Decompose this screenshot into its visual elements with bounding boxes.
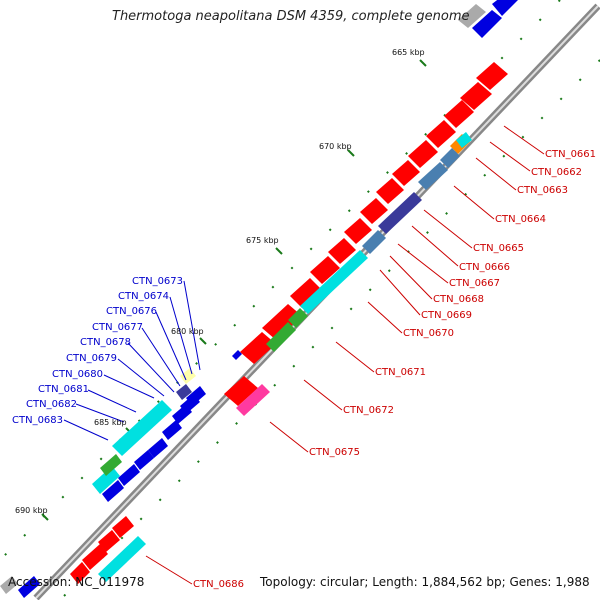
gene-label: CTN_0671 (375, 367, 426, 378)
forward-genes (70, 62, 508, 584)
tick-label: 675 kbp (246, 236, 279, 245)
tick-labels: 665 kbp 670 kbp 675 kbp 680 kbp 685 kbp … (15, 48, 425, 515)
tick-label: 665 kbp (392, 48, 425, 57)
left-gene-labels: CTN_0673 CTN_0674 CTN_0676 CTN_0677 CTN_… (12, 276, 183, 426)
accession-text: Accession: NC_011978 (8, 575, 145, 589)
gene-label: CTN_0672 (343, 405, 394, 416)
gene-label: CTN_0667 (449, 278, 500, 289)
tick-label: 670 kbp (319, 142, 352, 151)
gene-label: CTN_0674 (118, 291, 169, 302)
gene-label: CTN_0677 (92, 322, 143, 333)
topology-summary: Topology: circular; Length: 1,884,562 bp… (260, 575, 590, 589)
gene-label: CTN_0681 (38, 384, 89, 395)
gene-label: CTN_0680 (52, 369, 103, 380)
gene-label: CTN_0683 (12, 415, 63, 426)
gene-label: CTN_0673 (132, 276, 183, 287)
reverse-genes (0, 368, 206, 598)
gene-label: CTN_0669 (421, 310, 472, 321)
map-title: Thermotoga neapolitana DSM 4359, complet… (112, 9, 470, 24)
right-gene-labels: CTN_0661 CTN_0662 CTN_0663 CTN_0664 CTN_… (193, 149, 596, 590)
tick-label: 680 kbp (171, 327, 204, 336)
gene-label: CTN_0666 (459, 262, 510, 273)
left-leader-lines (63, 280, 201, 441)
gene-label: CTN_0675 (309, 447, 360, 458)
gene-label: CTN_0663 (517, 185, 568, 196)
feature-blocks (98, 132, 472, 582)
top-features (458, 0, 518, 38)
gene-label: CTN_0661 (545, 149, 596, 160)
gene-label: CTN_0679 (66, 353, 117, 364)
tick-label: 685 kbp (94, 418, 127, 427)
gene-label: CTN_0668 (433, 294, 484, 305)
gene-label: CTN_0682 (26, 399, 77, 410)
tick-marks (41, 59, 427, 521)
gene-label: CTN_0678 (80, 337, 131, 348)
gene-label: CTN_0686 (193, 579, 244, 590)
tick-label: 690 kbp (15, 506, 48, 515)
gene-label: CTN_0664 (495, 214, 546, 225)
gene-label: CTN_0665 (473, 243, 524, 254)
gene-label: CTN_0676 (106, 306, 157, 317)
right-leader-lines (145, 125, 545, 585)
gene-label: CTN_0662 (531, 167, 582, 178)
gene-label: CTN_0670 (403, 328, 454, 339)
